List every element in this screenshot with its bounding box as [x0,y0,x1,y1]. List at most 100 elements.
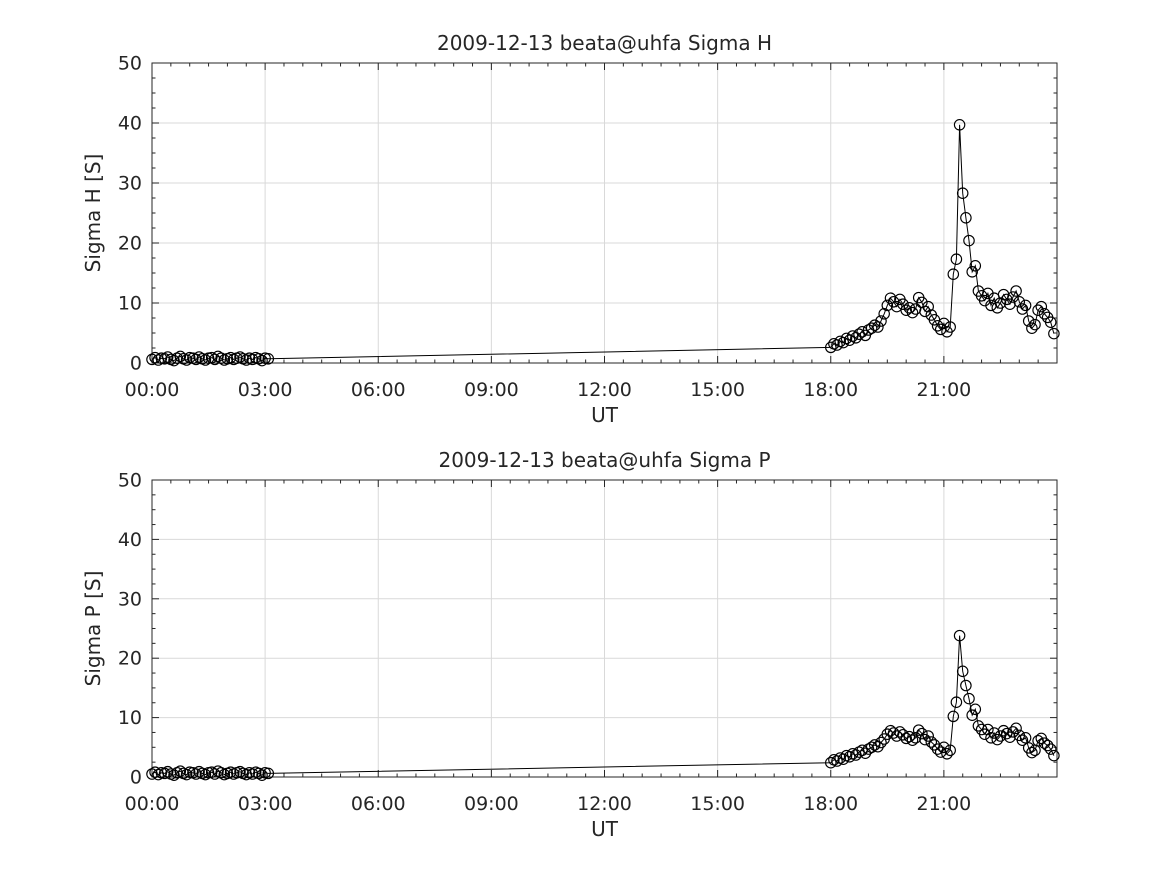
data-point-marker [256,769,268,781]
data-point-marker [853,328,865,340]
data-point-marker [174,350,187,363]
data-point-marker [947,710,960,723]
sigma-h-x-tick-label: 15:00 [690,379,745,401]
data-point-marker [963,692,975,705]
data-point-marker [1035,300,1048,313]
sigma-h-labels: 2009-12-13 beata@uhfa Sigma H 00:00 03:00 0… [81,31,971,427]
data-point-marker [922,300,934,313]
sigma-h-x-tick-label: 21:00 [916,379,971,401]
sigma-h-y-tick-label: 0 [130,353,142,375]
sigma-p-data-series [146,629,1060,781]
data-point-marker [825,756,837,769]
data-point-marker [994,297,1007,309]
data-point-marker [953,119,966,131]
sigma-h-data-series [146,119,1060,367]
data-point-marker [825,341,837,354]
sigma-p-y-tick-label: 10 [118,707,142,729]
data-point-marker [168,354,180,367]
data-point-marker [865,741,878,754]
data-point-marker [1022,315,1035,327]
data-point-marker [878,308,890,320]
data-point-marker [865,322,878,334]
data-point-marker [161,351,174,363]
data-point-marker [881,728,894,740]
sigma-p-y-axis-label: Sigma P [S] [81,571,105,687]
data-point-marker [209,353,221,366]
data-point-marker [900,732,912,745]
sigma-p-axis-box [151,479,1058,778]
sigma-p-y-tick-label: 20 [118,648,142,670]
data-point-marker [931,743,944,755]
data-point-marker [859,747,872,759]
data-point-marker [950,253,963,265]
sigma-p-y-tick-label: 50 [118,470,142,492]
data-point-marker [205,766,218,778]
data-point-marker [262,353,275,365]
data-point-marker [1016,734,1029,746]
data-point-marker [1013,296,1026,308]
data-point-marker [1032,304,1044,316]
sigma-p-y-tick-label: 0 [130,767,142,789]
sigma-p-title: 2009-12-13 beata@uhfa Sigma P [438,448,770,472]
data-point-marker [168,769,180,781]
sigma-p-y-tick-label: 40 [118,529,142,551]
data-point-marker [149,351,161,364]
sigma-p-x-tick-label: 06:00 [351,793,406,815]
data-point-marker [149,766,161,778]
sigma-p-data-markers [146,629,1060,781]
data-point-marker [180,354,193,366]
sigma-p-x-tick-label: 00:00 [125,793,180,815]
data-point-marker [966,709,978,721]
sigma-p-data-line [151,635,1055,776]
data-point-marker [831,755,843,767]
sigma-h-axis-box [151,62,1058,364]
data-point-marker [887,727,900,739]
data-point-marker [969,703,982,716]
data-point-marker [209,768,221,780]
sigma-p-tick-marks [151,479,1058,778]
sigma-p-x-tick-label: 15:00 [690,793,745,815]
data-point-marker [906,306,919,319]
data-point-marker [963,234,975,247]
data-point-marker [906,734,919,746]
data-point-marker [875,315,887,327]
data-point-marker [900,304,912,316]
data-point-marker [190,353,202,366]
data-point-marker [982,723,994,736]
data-point-marker [881,299,894,312]
data-point-marker [969,260,982,272]
sigma-h-x-tick-label: 18:00 [803,379,858,401]
data-point-marker [161,765,174,778]
sigma-h-y-tick-label: 10 [118,293,142,315]
data-point-marker [840,332,853,345]
data-point-marker [909,732,922,744]
data-point-marker [925,736,938,748]
sigma-h-x-tick-label: 06:00 [351,379,406,401]
sigma-h-data-markers [146,119,1060,367]
data-point-marker [875,736,887,749]
sigma-h-x-tick-label: 03:00 [238,379,293,401]
data-point-marker [991,733,1004,746]
data-point-marker [931,320,944,332]
data-point-marker [922,730,934,742]
data-point-marker [174,765,187,777]
sigma-p-x-tick-label: 18:00 [803,793,858,815]
data-point-marker [1026,746,1038,759]
sigma-p-gridlines [152,480,1057,777]
data-point-marker [1038,308,1051,320]
sigma-p-x-tick-label: 12:00 [577,793,632,815]
data-point-marker [1000,727,1013,740]
sigma-p-y-tick-label: 30 [118,588,142,610]
data-point-marker [146,353,158,366]
data-point-marker [1026,322,1038,334]
data-point-marker [1048,749,1060,762]
sigma-p-x-tick-label: 21:00 [916,793,971,815]
data-point-marker [262,767,275,780]
data-point-marker [1044,316,1057,328]
data-point-marker [950,696,963,708]
sigma-p-x-tick-label: 09:00 [464,793,519,815]
data-point-marker [894,726,906,738]
sigma-h-y-axis-label: Sigma H [S] [81,154,105,273]
